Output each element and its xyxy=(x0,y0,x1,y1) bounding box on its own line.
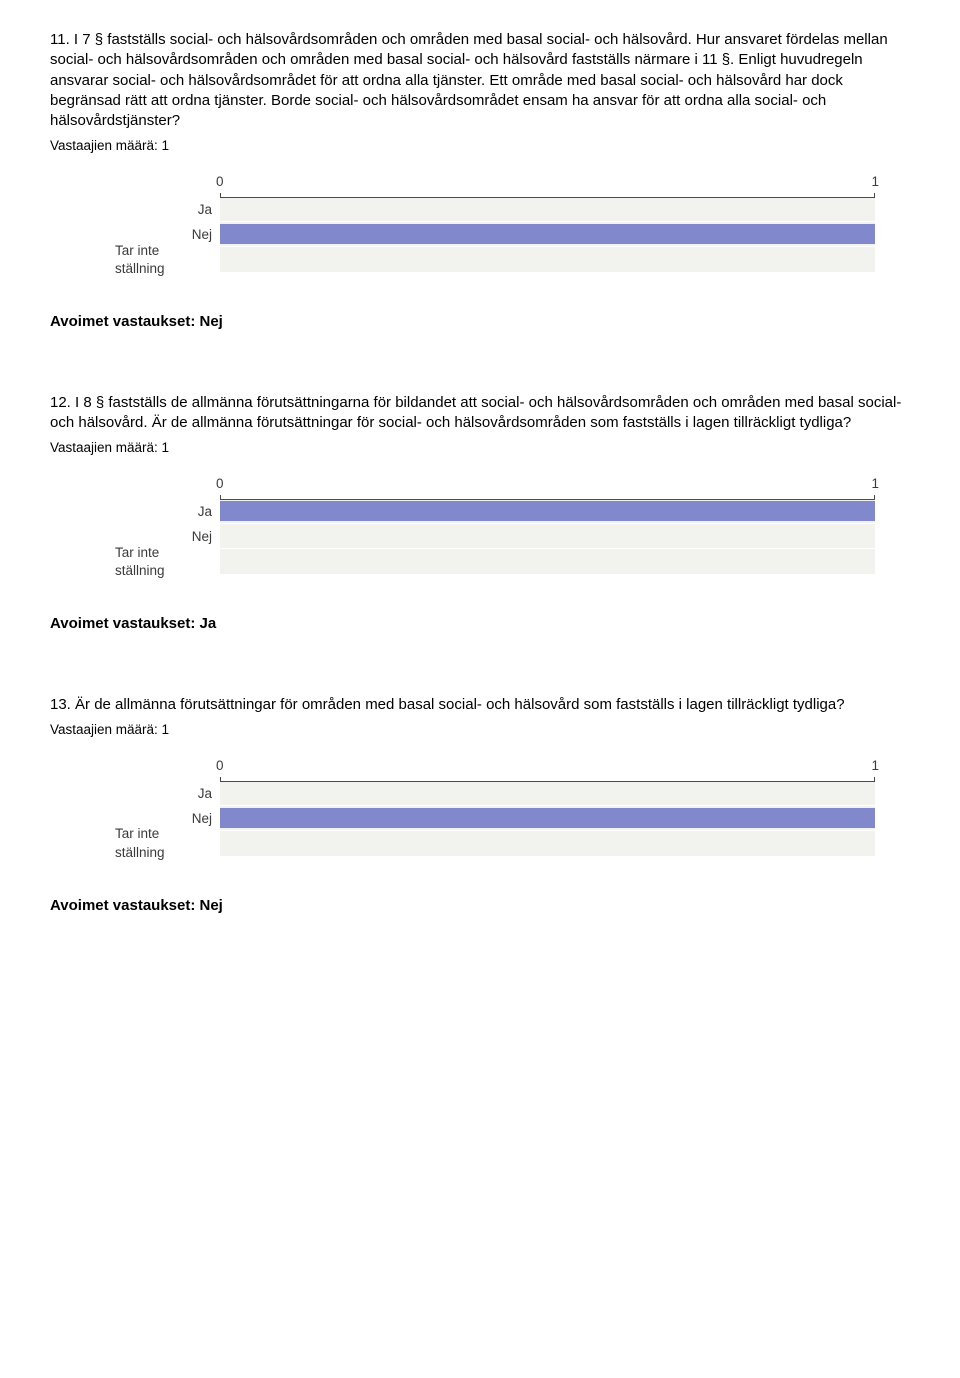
question-text: 12. I 8 § fastställs de allmänna förutsä… xyxy=(50,393,910,434)
bar-row xyxy=(220,781,875,806)
bar-row xyxy=(220,499,875,524)
x-tick-min: 0 xyxy=(216,757,224,775)
bar-nej xyxy=(220,224,875,244)
question-number: 12. xyxy=(50,394,71,411)
respondent-count: Vastaajien määrä: 1 xyxy=(50,721,910,739)
bars-area xyxy=(220,781,875,856)
plot-area: Ja Nej Tar inte ställning xyxy=(115,781,875,856)
open-answers: Avoimet vastaukset: Ja xyxy=(50,614,910,634)
bar-nej xyxy=(220,808,875,828)
bar-row xyxy=(220,806,875,831)
y-label: Tar inte ställning xyxy=(115,831,220,856)
bar-row xyxy=(220,247,875,272)
question-number: 11. xyxy=(50,31,70,48)
y-axis-labels: Ja Nej Tar inte ställning xyxy=(115,781,220,856)
x-axis-labels: 0 1 xyxy=(220,757,875,777)
question-number: 13. xyxy=(50,696,71,713)
question-text: 11. I 7 § fastställs social- och hälsovå… xyxy=(50,30,910,131)
y-label: Ja xyxy=(115,781,220,806)
y-axis-labels: Ja Nej Tar inte ställning xyxy=(115,197,220,272)
chart-q11: 0 1 Ja Nej Tar inte ställning xyxy=(115,173,875,272)
plot-area: Ja Nej Tar inte ställning xyxy=(115,499,875,574)
question-body: Är de allmänna förutsättningar för områd… xyxy=(75,696,845,713)
bar-row xyxy=(220,222,875,247)
x-axis-labels: 0 1 xyxy=(220,173,875,193)
respondent-count: Vastaajien määrä: 1 xyxy=(50,137,910,155)
x-tick-min: 0 xyxy=(216,173,224,191)
chart-q13: 0 1 Ja Nej Tar inte ställning xyxy=(115,757,875,856)
bar-row xyxy=(220,524,875,549)
x-tick-max: 1 xyxy=(871,757,879,775)
x-axis-labels: 0 1 xyxy=(220,475,875,495)
bars-area xyxy=(220,499,875,574)
open-answers: Avoimet vastaukset: Nej xyxy=(50,312,910,332)
question-block-13: 13. Är de allmänna förutsättningar för o… xyxy=(50,695,910,917)
open-answers: Avoimet vastaukset: Nej xyxy=(50,896,910,916)
bars-area xyxy=(220,197,875,272)
y-label: Tar inte ställning xyxy=(115,247,220,272)
y-label: Ja xyxy=(115,197,220,222)
question-text: 13. Är de allmänna förutsättningar för o… xyxy=(50,695,910,715)
y-label: Ja xyxy=(115,499,220,524)
chart-q12: 0 1 Ja Nej Tar inte ställning xyxy=(115,475,875,574)
bar-row xyxy=(220,831,875,856)
x-tick-min: 0 xyxy=(216,475,224,493)
y-label: Tar inte ställning xyxy=(115,549,220,574)
question-body: I 7 § fastställs social- och hälsovårdso… xyxy=(50,31,888,129)
plot-area: Ja Nej Tar inte ställning xyxy=(115,197,875,272)
question-block-12: 12. I 8 § fastställs de allmänna förutsä… xyxy=(50,393,910,635)
bar-ja xyxy=(220,501,875,521)
x-tick-max: 1 xyxy=(871,475,879,493)
bar-row xyxy=(220,549,875,574)
question-body: I 8 § fastställs de allmänna förutsättni… xyxy=(50,394,901,431)
y-axis-labels: Ja Nej Tar inte ställning xyxy=(115,499,220,574)
x-tick-max: 1 xyxy=(871,173,879,191)
respondent-count: Vastaajien määrä: 1 xyxy=(50,439,910,457)
question-block-11: 11. I 7 § fastställs social- och hälsovå… xyxy=(50,30,910,333)
bar-row xyxy=(220,197,875,222)
